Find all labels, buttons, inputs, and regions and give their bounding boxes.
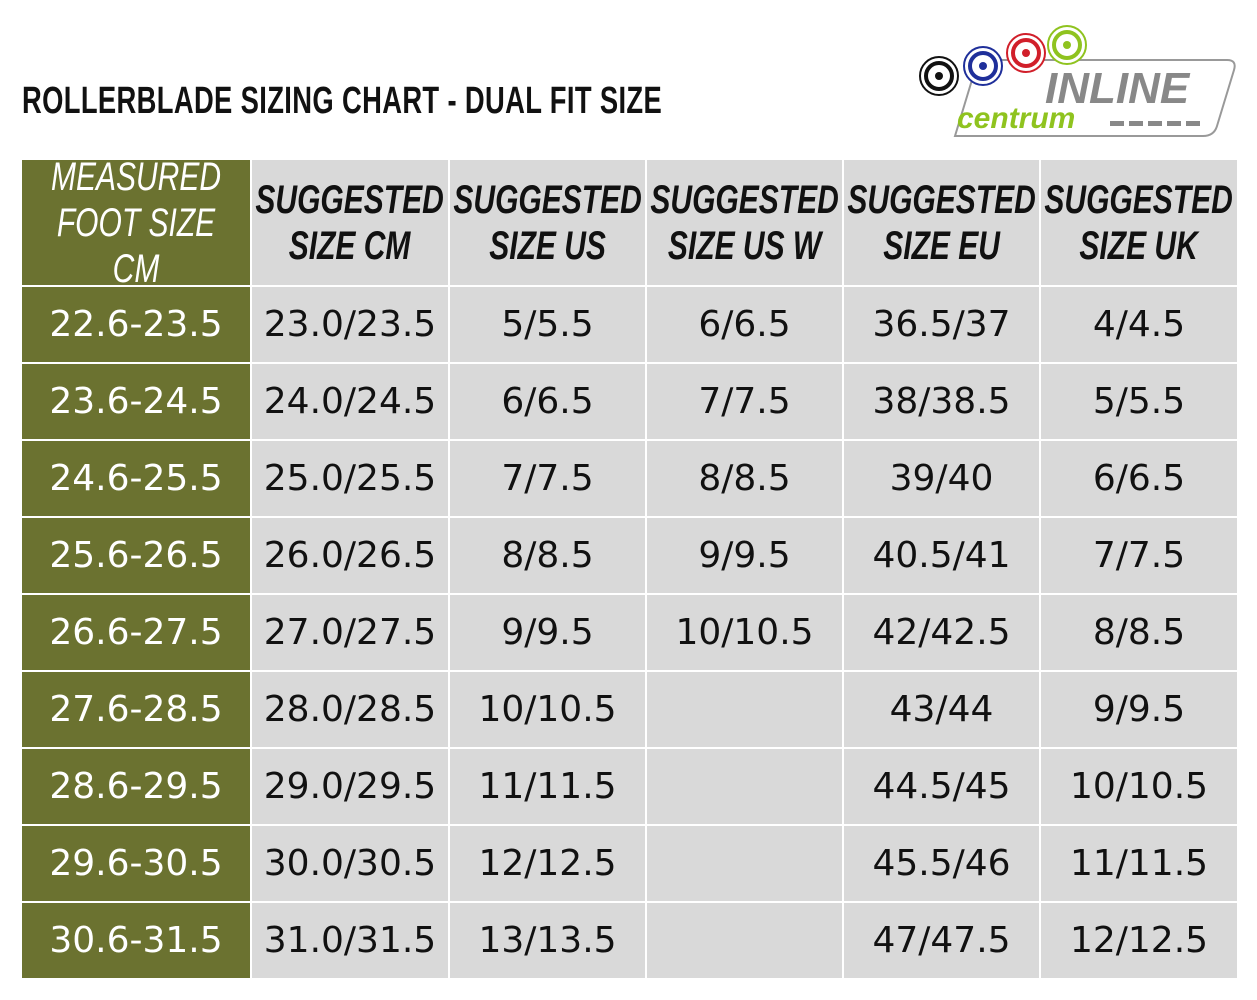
table-cell: 8/8.5 — [450, 518, 645, 593]
table-cell: 25.0/25.5 — [252, 441, 448, 516]
table-cell: 40.5/41 — [844, 518, 1039, 593]
wheel-icon — [919, 56, 959, 96]
table-cell: 6/6.5 — [450, 364, 645, 439]
table-cell: 9/9.5 — [647, 518, 842, 593]
column-header: SUGGESTED SIZE EU — [844, 160, 1039, 285]
table-cell: 29.0/29.5 — [252, 749, 448, 824]
inline-centrum-logo: INLINE centrum — [919, 25, 1236, 137]
table-cell: 28.0/28.5 — [252, 672, 448, 747]
table-cell — [647, 903, 842, 978]
measured-size-cell: 28.6-29.5 — [22, 749, 250, 824]
table-cell: 10/10.5 — [647, 595, 842, 670]
table-cell: 39/40 — [844, 441, 1039, 516]
table-cell: 7/7.5 — [450, 441, 645, 516]
measured-size-cell: 22.6-23.5 — [22, 287, 250, 362]
column-header-label: MEASURED FOOT SIZE CM — [50, 154, 222, 291]
table-cell: 10/10.5 — [450, 672, 645, 747]
measured-size-cell: 25.6-26.5 — [22, 518, 250, 593]
measured-size-cell: 30.6-31.5 — [22, 903, 250, 978]
logo-word-centrum: centrum — [957, 102, 1075, 135]
table-cell: 36.5/37 — [844, 287, 1039, 362]
table-cell: 6/6.5 — [647, 287, 842, 362]
column-header: SUGGESTED SIZE CM — [252, 160, 448, 285]
column-header-label: SUGGESTED SIZE EU — [847, 177, 1036, 268]
table-cell: 7/7.5 — [647, 364, 842, 439]
wheel-icon — [1047, 25, 1087, 65]
table-cell: 45.5/46 — [844, 826, 1039, 901]
table-cell: 23.0/23.5 — [252, 287, 448, 362]
column-header: SUGGESTED SIZE UK — [1041, 160, 1237, 285]
table-cell: 7/7.5 — [1041, 518, 1237, 593]
table-cell: 10/10.5 — [1041, 749, 1237, 824]
sizing-table: MEASURED FOOT SIZE CM SUGGESTED SIZE CM SU… — [22, 155, 1237, 978]
table-cell: 26.0/26.5 — [252, 518, 448, 593]
table-cell: 13/13.5 — [450, 903, 645, 978]
table-cell: 24.0/24.5 — [252, 364, 448, 439]
table-cell: 6/6.5 — [1041, 441, 1237, 516]
table-cell — [647, 749, 842, 824]
table-cell: 12/12.5 — [450, 826, 645, 901]
table-cell: 12/12.5 — [1041, 903, 1237, 978]
table-cell — [647, 826, 842, 901]
measured-size-cell: 23.6-24.5 — [22, 364, 250, 439]
table-cell: 30.0/30.5 — [252, 826, 448, 901]
column-header-label: SUGGESTED SIZE US W — [650, 177, 839, 268]
column-header: SUGGESTED SIZE US W — [647, 160, 842, 285]
table-cell: 47/47.5 — [844, 903, 1039, 978]
logo-word-inline: INLINE — [1045, 64, 1191, 113]
page-title: ROLLERBLADE SIZING CHART - DUAL FIT SIZE — [22, 80, 663, 122]
table-cell: 8/8.5 — [647, 441, 842, 516]
measured-size-cell: 26.6-27.5 — [22, 595, 250, 670]
table-cell: 9/9.5 — [1041, 672, 1237, 747]
table-cell: 8/8.5 — [1041, 595, 1237, 670]
table-cell: 5/5.5 — [1041, 364, 1237, 439]
table-cell: 44.5/45 — [844, 749, 1039, 824]
table-cell: 31.0/31.5 — [252, 903, 448, 978]
measured-size-cell: 24.6-25.5 — [22, 441, 250, 516]
column-header: MEASURED FOOT SIZE CM — [22, 155, 250, 291]
table-cell: 42/42.5 — [844, 595, 1039, 670]
table-cell — [647, 672, 842, 747]
table-cell: 43/44 — [844, 672, 1039, 747]
column-header-label: SUGGESTED SIZE CM — [255, 177, 445, 268]
table-cell: 5/5.5 — [450, 287, 645, 362]
column-header-label: SUGGESTED SIZE US — [453, 177, 642, 268]
wheel-icon — [1006, 33, 1046, 73]
measured-size-cell: 27.6-28.5 — [22, 672, 250, 747]
wheel-icon — [963, 46, 1003, 86]
column-header: SUGGESTED SIZE US — [450, 160, 645, 285]
table-cell: 4/4.5 — [1041, 287, 1237, 362]
measured-size-cell: 29.6-30.5 — [22, 826, 250, 901]
table-cell: 27.0/27.5 — [252, 595, 448, 670]
column-header-label: SUGGESTED SIZE UK — [1044, 177, 1234, 268]
table-cell: 9/9.5 — [450, 595, 645, 670]
table-cell: 11/11.5 — [1041, 826, 1237, 901]
table-cell: 38/38.5 — [844, 364, 1039, 439]
table-cell: 11/11.5 — [450, 749, 645, 824]
